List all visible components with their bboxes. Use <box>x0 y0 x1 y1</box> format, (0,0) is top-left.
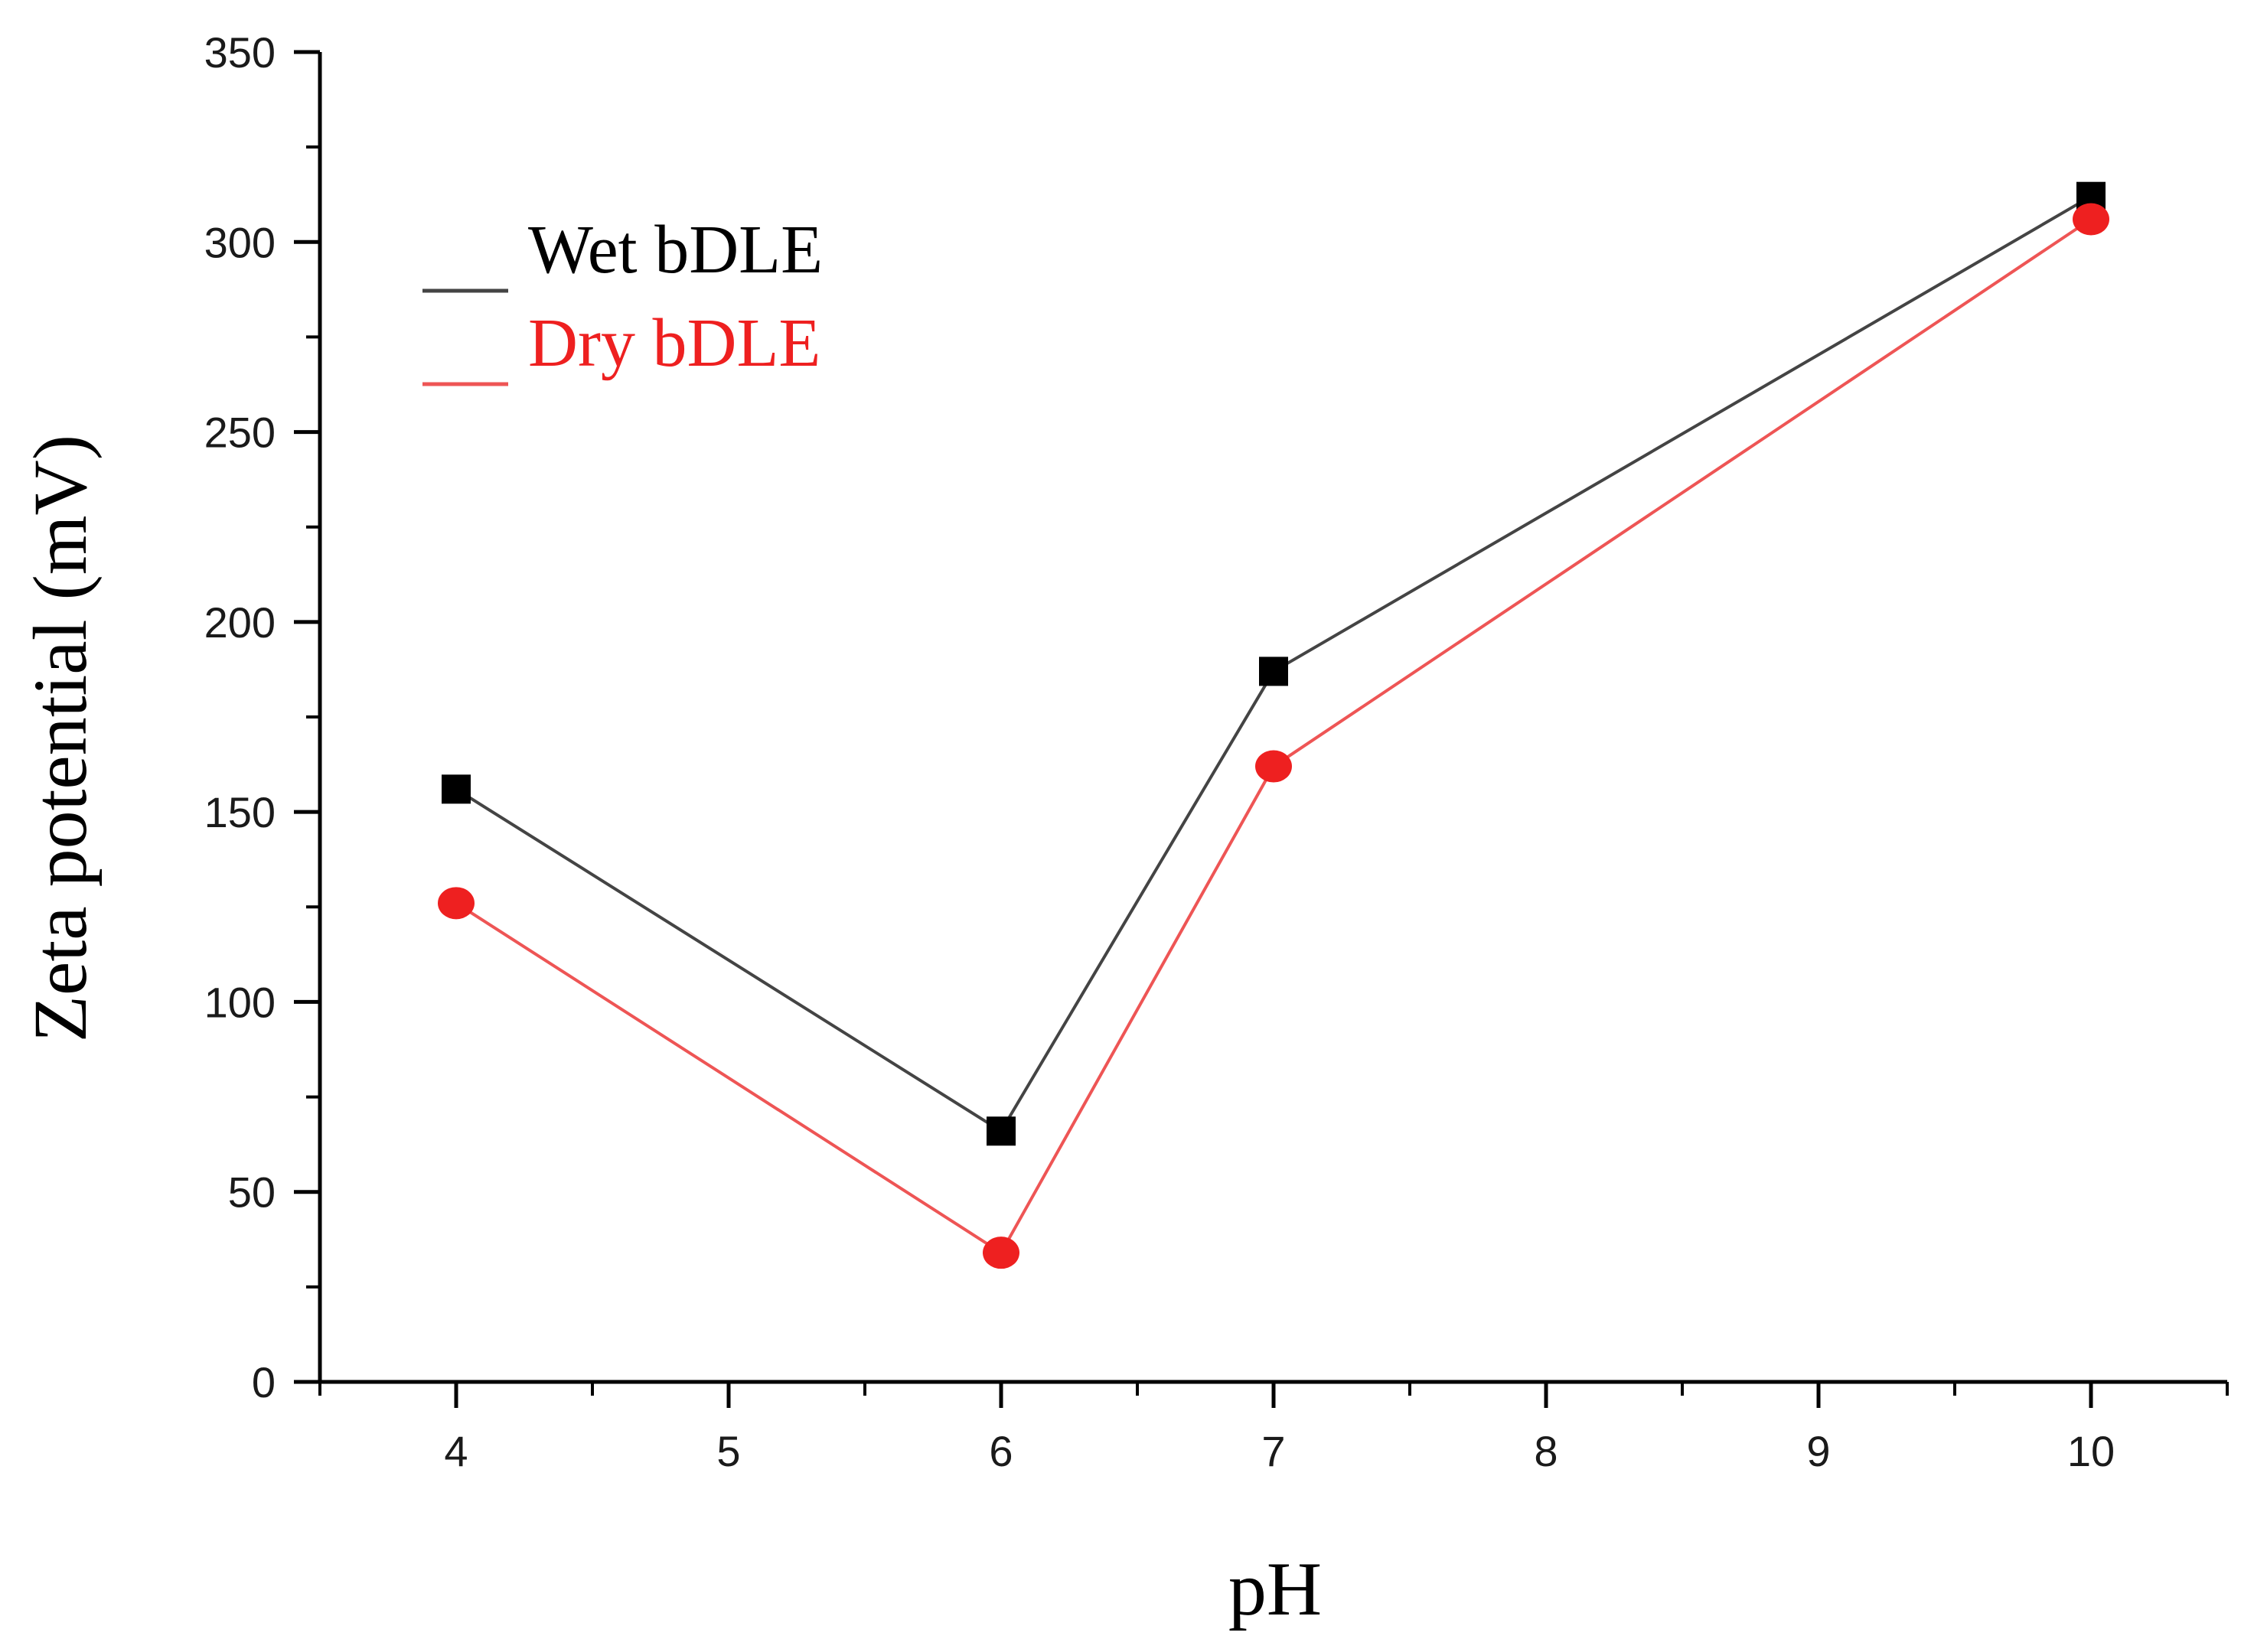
x-tick-label: 8 <box>1534 1427 1558 1475</box>
y-tick-label: 150 <box>204 788 276 836</box>
x-axis-title: pH <box>1228 1546 1322 1631</box>
axes: 0 50 100 150 200 250 300 350 4 5 6 7 8 9 10 <box>204 28 2229 1475</box>
data-point <box>2073 203 2109 236</box>
legend: Wet bDLE Dry bDLE <box>422 212 823 386</box>
y-tick-label: 300 <box>204 218 276 266</box>
series-line <box>455 217 2093 1255</box>
legend-label: Dry bDLE <box>528 305 820 381</box>
y-tick-label: 50 <box>228 1168 276 1217</box>
y-tick-label: 350 <box>204 28 276 77</box>
y-axis-title: Zeta potential (mV) <box>18 435 103 1042</box>
x-tick-label: 9 <box>1806 1427 1830 1475</box>
y-tick-label: 0 <box>252 1358 276 1406</box>
x-tick-label: 4 <box>444 1427 468 1475</box>
legend-label: Wet bDLE <box>528 212 823 288</box>
y-tick-label: 250 <box>204 409 276 457</box>
data-point <box>1255 750 1292 783</box>
series-line <box>455 194 2093 1134</box>
y-tick-label: 200 <box>204 598 276 647</box>
y-tick-label: 100 <box>204 978 276 1026</box>
series-layer <box>438 181 2109 1269</box>
data-point <box>987 1116 1016 1146</box>
x-tick-label: 6 <box>989 1427 1013 1475</box>
x-tick-label: 5 <box>716 1427 740 1475</box>
data-point <box>442 774 471 804</box>
data-point <box>1259 657 1288 686</box>
x-tick-label: 7 <box>1261 1427 1285 1475</box>
data-point <box>983 1237 1019 1269</box>
x-tick-label: 10 <box>2067 1427 2115 1475</box>
series-dry-bdle <box>438 203 2109 1269</box>
data-point <box>438 887 475 920</box>
